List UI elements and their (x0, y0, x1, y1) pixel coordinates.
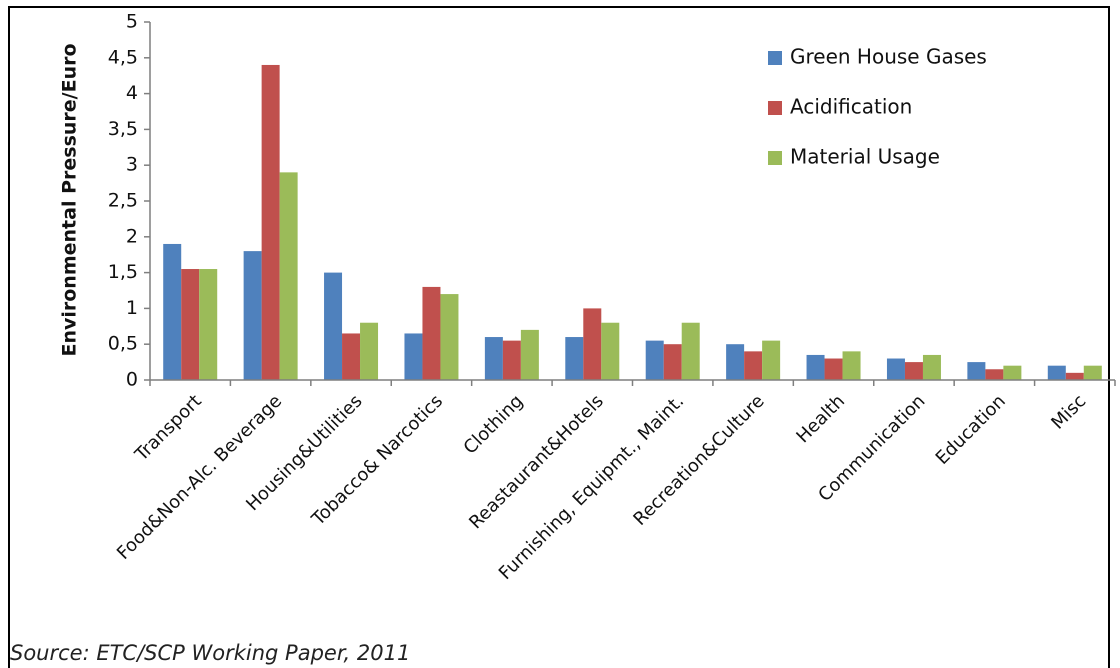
bar-material-usage-0 (199, 269, 218, 380)
bar-material-usage-7 (762, 340, 781, 380)
bar-green-house-gases-5 (565, 337, 584, 380)
bar-green-house-gases-6 (645, 340, 664, 380)
bar-green-house-gases-10 (967, 362, 986, 380)
bar-acidification-7 (744, 351, 763, 380)
x-category-label: Health (792, 391, 849, 448)
bar-acidification-3 (422, 286, 441, 380)
bar-acidification-2 (342, 333, 361, 380)
bar-acidification-11 (1065, 372, 1084, 380)
bar-acidification-1 (261, 64, 280, 381)
x-category-label: Tobacco& Narcotics (307, 391, 447, 531)
bar-green-house-gases-8 (806, 354, 825, 380)
bar-acidification-4 (502, 340, 521, 380)
bar-material-usage-6 (681, 322, 700, 380)
x-category-label: Clothing (460, 391, 528, 459)
y-tick-label: 2 (126, 225, 138, 247)
x-category-label: Misc (1047, 391, 1090, 434)
bar-green-house-gases-9 (886, 358, 905, 380)
bar-green-house-gases-0 (163, 243, 182, 380)
bar-material-usage-4 (520, 329, 539, 380)
legend-swatch (768, 151, 782, 165)
x-category-label: Reastaurant&Hotels (465, 391, 608, 534)
legend: Green House Gases Acidification Material U… (768, 45, 987, 169)
legend-label: Material Usage (790, 145, 940, 169)
bar-acidification-0 (181, 269, 200, 380)
legend-label: Acidification (790, 95, 912, 119)
y-axis-label: Environmental Pressure/Euro (59, 43, 81, 356)
legend-swatch (768, 101, 782, 115)
bar-green-house-gases-2 (324, 272, 343, 380)
bar-acidification-5 (583, 308, 602, 380)
bar-acidification-9 (904, 362, 923, 380)
y-tick-label: 4 (126, 82, 138, 104)
y-tick-label: 3 (126, 154, 138, 176)
bar-material-usage-2 (360, 322, 379, 380)
y-tick-label: 4,5 (108, 46, 138, 68)
bar-material-usage-3 (440, 294, 459, 380)
legend-label: Green House Gases (790, 45, 987, 69)
bar-green-house-gases-1 (243, 251, 262, 380)
bar-material-usage-1 (279, 172, 298, 380)
bar-material-usage-10 (1003, 365, 1022, 380)
bar-green-house-gases-4 (484, 337, 503, 380)
bar-material-usage-8 (842, 351, 861, 380)
x-category-label: Recreation&Culture (629, 391, 768, 530)
bar-green-house-gases-11 (1047, 365, 1066, 380)
x-category-label: Food&Non-Alc. Beverage (113, 391, 286, 564)
y-tick-label: 5 (126, 11, 138, 33)
y-tick-label: 0,5 (108, 333, 138, 355)
bar-material-usage-11 (1083, 365, 1102, 380)
y-tick-label: 0 (126, 369, 138, 391)
x-category-label: Education (932, 391, 1010, 469)
y-tick-label: 1 (126, 297, 138, 319)
bar-material-usage-9 (922, 354, 941, 380)
bar-acidification-10 (985, 369, 1004, 380)
bar-green-house-gases-7 (726, 344, 745, 380)
y-tick-label: 3,5 (108, 118, 138, 140)
axes-layer (144, 21, 1116, 386)
y-tick-label: 1,5 (108, 261, 138, 283)
y-tick-label: 2,5 (108, 190, 138, 212)
chart-frame (8, 6, 1110, 668)
source-note: Source: ETC/SCP Working Paper, 2011 (10, 641, 410, 665)
bars-layer (163, 64, 1102, 381)
bar-acidification-8 (824, 358, 843, 380)
legend-swatch (768, 51, 782, 65)
bar-green-house-gases-3 (404, 333, 423, 380)
bar-material-usage-5 (601, 322, 620, 380)
x-category-label: Transport (130, 391, 205, 466)
bar-acidification-6 (663, 344, 682, 380)
